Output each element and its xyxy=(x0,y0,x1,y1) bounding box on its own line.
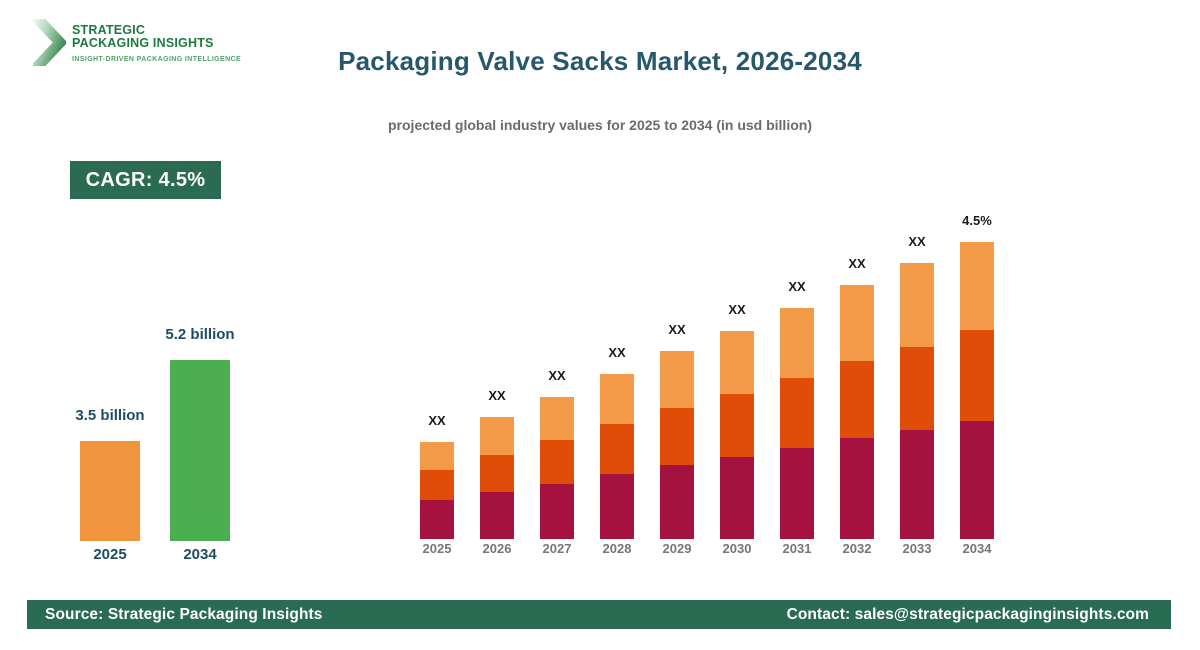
stacked-bar-2032-bottom-segment xyxy=(840,438,874,539)
stacked-bar-2028-top-segment xyxy=(600,374,634,424)
stacked-bar-2031-middle-segment xyxy=(780,378,814,448)
summary-bar-2034 xyxy=(170,360,230,541)
stacked-bar-2026 xyxy=(480,417,514,539)
stacked-year-label-2028: 2028 xyxy=(602,541,632,556)
cagr-badge: CAGR: 4.5% xyxy=(70,161,221,199)
stacked-year-label-2034: 2034 xyxy=(962,541,992,556)
stacked-bar-2025-bottom-segment xyxy=(420,500,454,539)
cagr-badge-label: CAGR: 4.5% xyxy=(85,168,206,191)
stacked-bar-2029-bottom-segment xyxy=(660,465,694,539)
stacked-year-label-2025: 2025 xyxy=(422,541,452,556)
chevron-logo-icon xyxy=(33,19,66,66)
stacked-year-label-2029: 2029 xyxy=(662,541,692,556)
stacked-bar-label-2031: XX xyxy=(788,279,806,294)
stacked-bar-2025 xyxy=(420,442,454,539)
stacked-bar-2030-bottom-segment xyxy=(720,457,754,539)
stacked-bar-2027 xyxy=(540,397,574,539)
stacked-bar-2032-middle-segment xyxy=(840,361,874,438)
stacked-bar-2030-top-segment xyxy=(720,331,754,394)
stacked-bar-2031-bottom-segment xyxy=(780,448,814,539)
stacked-bar-2025-middle-segment xyxy=(420,470,454,500)
stacked-bar-label-2025: XX xyxy=(428,413,446,428)
stacked-bar-2033-top-segment xyxy=(900,263,934,347)
logo-text: STRATEGIC PACKAGING INSIGHTS INSIGHT-DRI… xyxy=(72,24,241,63)
stacked-bar-chart-years: 2025 2026 2027 2028 2029 2030 2031 2032 2033 2034 xyxy=(420,541,995,557)
summary-bar-2025 xyxy=(80,441,140,541)
stacked-bar-chart: XX XX XX XX XX XX XX XX XX 4.5% xyxy=(420,213,995,539)
stacked-bar-2033 xyxy=(900,263,934,539)
stacked-year-label-2027: 2027 xyxy=(542,541,572,556)
summary-year-label-2034: 2034 xyxy=(183,546,217,563)
stacked-bar-2030-middle-segment xyxy=(720,394,754,457)
stacked-bar-2032-top-segment xyxy=(840,285,874,361)
footer-bar: Source: Strategic Packaging Insights Con… xyxy=(27,600,1171,629)
stacked-year-label-2031: 2031 xyxy=(782,541,812,556)
footer-source: Source: Strategic Packaging Insights xyxy=(45,605,323,623)
stacked-bar-2026-middle-segment xyxy=(480,455,514,492)
stacked-bar-2032 xyxy=(840,285,874,539)
company-logo: STRATEGIC PACKAGING INSIGHTS INSIGHT-DRI… xyxy=(33,14,293,72)
stacked-bar-2034-bottom-segment xyxy=(960,421,994,539)
summary-chart: 3.5 billion 5.2 billion xyxy=(75,326,235,541)
stacked-bar-2027-top-segment xyxy=(540,397,574,440)
stacked-bar-2027-bottom-segment xyxy=(540,484,574,539)
stacked-bar-2028-bottom-segment xyxy=(600,474,634,539)
summary-value-label-2025: 3.5 billion xyxy=(75,407,145,424)
logo-tagline: INSIGHT-DRIVEN PACKAGING INTELLIGENCE xyxy=(72,56,242,63)
summary-year-label-2025: 2025 xyxy=(93,546,127,563)
stacked-bar-label-2027: XX xyxy=(548,368,566,383)
stacked-year-label-2033: 2033 xyxy=(902,541,932,556)
stacked-year-label-2030: 2030 xyxy=(722,541,752,556)
stacked-bar-label-2028: XX xyxy=(608,345,626,360)
stacked-bar-label-2033: XX xyxy=(908,234,926,249)
stacked-bar-2025-top-segment xyxy=(420,442,454,470)
page-title: Packaging Valve Sacks Market, 2026-2034 xyxy=(338,46,862,76)
stacked-bar-label-2034: 4.5% xyxy=(962,213,992,228)
stacked-bar-2028-middle-segment xyxy=(600,424,634,474)
stacked-year-label-2032: 2032 xyxy=(842,541,872,556)
stacked-bar-label-2029: XX xyxy=(668,322,686,337)
stacked-bar-2029-middle-segment xyxy=(660,408,694,465)
stacked-bar-2034-middle-segment xyxy=(960,330,994,421)
stacked-bar-label-2032: XX xyxy=(848,256,866,271)
logo-line2: PACKAGING INSIGHTS xyxy=(72,35,214,50)
stacked-bar-2034-top-segment xyxy=(960,242,994,330)
summary-value-label-2034: 5.2 billion xyxy=(165,326,235,343)
stacked-bar-2029 xyxy=(660,351,694,539)
summary-chart-years: 2025 2034 xyxy=(80,546,232,564)
stacked-bar-2030 xyxy=(720,331,754,539)
stacked-bar-label-2026: XX xyxy=(488,388,506,403)
stacked-bar-2034 xyxy=(960,242,994,539)
stacked-year-label-2026: 2026 xyxy=(482,541,512,556)
stacked-bar-2027-middle-segment xyxy=(540,440,574,484)
stacked-bar-2031-top-segment xyxy=(780,308,814,378)
stacked-bar-label-2030: XX xyxy=(728,302,746,317)
stacked-bar-2031 xyxy=(780,308,814,539)
logo-line1: STRATEGIC xyxy=(72,23,146,37)
footer-contact: Contact: sales@strategicpackaginginsight… xyxy=(786,605,1149,623)
stacked-bar-2033-middle-segment xyxy=(900,347,934,430)
stacked-bar-2026-bottom-segment xyxy=(480,492,514,539)
page-subtitle: projected global industry values for 202… xyxy=(388,117,812,133)
stacked-bar-2033-bottom-segment xyxy=(900,430,934,539)
stacked-bar-2026-top-segment xyxy=(480,417,514,455)
stacked-bar-2029-top-segment xyxy=(660,351,694,408)
stacked-bar-2028 xyxy=(600,374,634,539)
